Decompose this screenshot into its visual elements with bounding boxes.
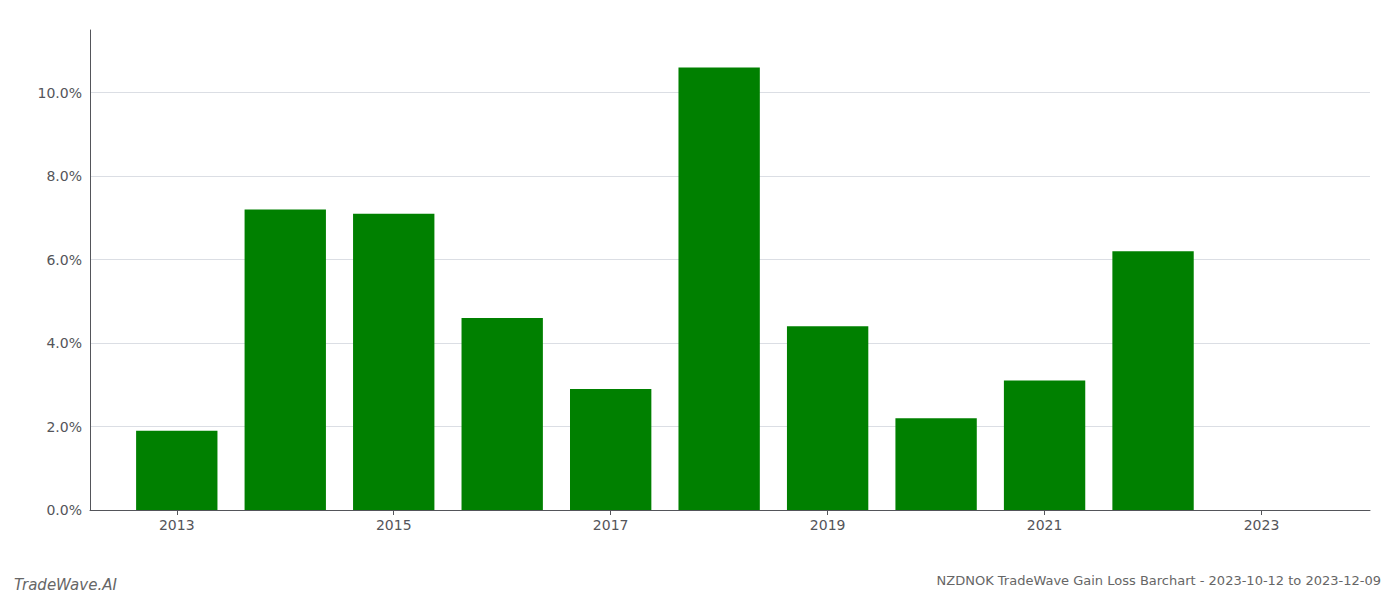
svg-text:2017: 2017	[593, 517, 629, 533]
svg-text:2013: 2013	[159, 517, 195, 533]
svg-text:6.0%: 6.0%	[46, 252, 82, 268]
svg-text:2.0%: 2.0%	[46, 419, 82, 435]
svg-text:2021: 2021	[1027, 517, 1063, 533]
svg-text:10.0%: 10.0%	[38, 85, 82, 101]
svg-text:NZDNOK TradeWave Gain Loss Bar: NZDNOK TradeWave Gain Loss Barchart - 20…	[937, 573, 1381, 588]
svg-text:2023: 2023	[1244, 517, 1280, 533]
svg-text:4.0%: 4.0%	[46, 335, 82, 351]
svg-text:0.0%: 0.0%	[46, 502, 82, 518]
svg-text:2019: 2019	[810, 517, 846, 533]
svg-text:8.0%: 8.0%	[46, 168, 82, 184]
svg-text:TradeWave.AI: TradeWave.AI	[14, 576, 117, 594]
svg-text:2015: 2015	[376, 517, 412, 533]
